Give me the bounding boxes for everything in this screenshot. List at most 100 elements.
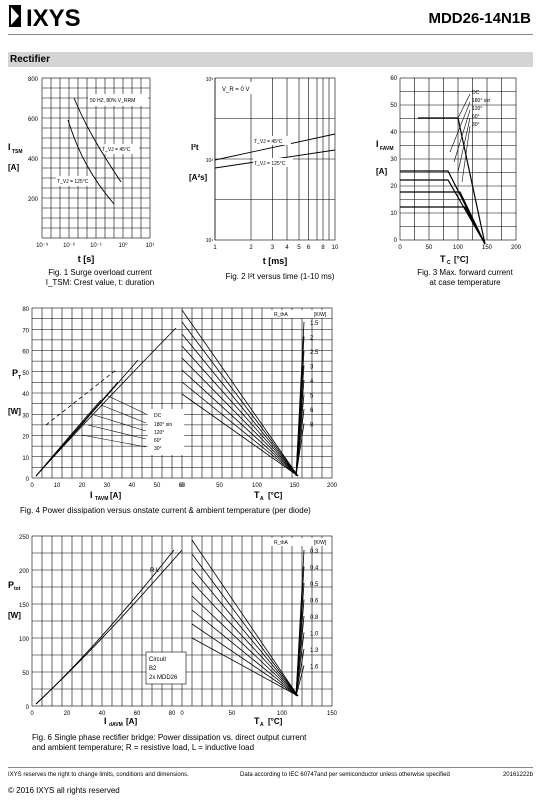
fig3-legend: 120° — [472, 106, 482, 112]
fig4-rth-line — [295, 423, 305, 477]
fig3-legend: DC — [472, 90, 480, 96]
fig6-rth-value: 0.8 — [310, 615, 319, 621]
fig4-rth-value: 6 — [310, 408, 314, 414]
fig1-annotation: T_VJ = 125°C — [57, 179, 89, 185]
fig1-ytick: 200 — [28, 197, 39, 203]
fig6-rth-line — [191, 595, 299, 697]
fig4-rth-lines — [181, 309, 305, 477]
fig1-curve-45 — [73, 97, 122, 183]
fig4-ytick: 70 — [22, 328, 29, 334]
fig4-yunit: [W] — [8, 407, 21, 416]
fig6-xtick: 150 — [327, 711, 338, 717]
fig6-x2sub: A — [260, 722, 264, 728]
fig3-legend: 60° — [472, 114, 480, 120]
fig4-ytick: 50 — [22, 371, 29, 377]
fig4-xtick: 100 — [252, 483, 263, 489]
fig6-rth-value: 0.4 — [310, 566, 319, 572]
fig4-x2unit: [°C] — [268, 491, 283, 500]
fig4-x1unit: [A] — [110, 491, 121, 500]
ixys-logo: IXYS — [9, 5, 81, 30]
fig3-xtick: 100 — [453, 245, 464, 251]
fig2-xtick: 5 — [297, 245, 301, 251]
fig2-xlabel: t [ms] — [263, 256, 288, 266]
fig3-xtick: 200 — [511, 245, 522, 251]
svg-text:IXYS: IXYS — [26, 5, 81, 30]
fig6-xtick: 0 — [30, 711, 34, 717]
fig6-xtick: 60 — [134, 711, 141, 717]
fig4-ytick: 40 — [22, 392, 29, 398]
fig6-rth-value: 0.3 — [310, 549, 319, 555]
fig6-rth-line — [191, 567, 299, 697]
fig6-rth-line — [191, 553, 299, 697]
fig4-ytick: 30 — [22, 413, 29, 419]
fig6-xtick: 0 — [180, 711, 184, 717]
fig1-xtick: 10⁻² — [63, 243, 75, 249]
fig4-rth-line — [181, 381, 299, 477]
fig4-ytick: 80 — [22, 307, 29, 313]
fig3-legend: 30° — [472, 122, 480, 128]
fig2-ytick: 10³ — [206, 77, 214, 83]
fig6-ytick: 200 — [19, 569, 30, 575]
fig6-x2label: T — [254, 716, 260, 726]
fig6-x1unit: [A] — [126, 717, 137, 726]
fig6-x1sub: dAVM — [109, 722, 123, 728]
fig3-xtick: 150 — [482, 245, 493, 251]
fig6-circuit: 2x MDD26 — [149, 675, 178, 681]
fig1-ytick: 600 — [28, 117, 39, 123]
fig1-caption: Fig. 1 Surge overload current I_TSM: Cres… — [45, 268, 155, 287]
fig4-power-curves — [35, 327, 177, 477]
fig4-ytick: 20 — [22, 435, 29, 441]
fig2-ylabel: I²t — [191, 143, 199, 152]
fig4-xtick: 60 — [179, 483, 186, 489]
fig6-rth-line — [191, 581, 299, 697]
fig6-rth-line — [295, 648, 305, 697]
fig2-xtick: 2 — [249, 245, 253, 251]
fig4-x1sub: TAVM — [95, 496, 108, 502]
fig3-curve-60 — [400, 191, 486, 245]
fig4-rth-value: 4 — [310, 379, 314, 385]
footer-disclaimer: IXYS reserves the right to change limits… — [8, 772, 189, 778]
fig1-chart: 800 600 400 200 10⁻³ 10⁻² 10⁻¹ 10⁰ 10¹ I… — [8, 77, 155, 264]
fig4-ytick: 10 — [22, 456, 29, 462]
fig6-rth-lines — [191, 539, 305, 697]
fig4-rth-value: 8 — [310, 423, 314, 429]
fig3-ytick: 10 — [390, 211, 397, 217]
fig1-ytick: 800 — [28, 77, 39, 83]
fig4-xtick: 200 — [327, 483, 338, 489]
fig2-annotation: T_VJ = 45°C — [254, 139, 283, 145]
fig1-xlabel: t [s] — [78, 254, 95, 264]
fig4-x2sub: A — [260, 496, 264, 502]
fig6-xtick: 20 — [64, 711, 71, 717]
fig4-rth-line — [181, 309, 299, 477]
fig3-caption: Fig. 3 Max. forward current at case tempe… — [417, 268, 513, 287]
fig6-x2unit: [°C] — [268, 717, 283, 726]
fig6-rth-value: 1.6 — [310, 665, 319, 671]
fig3-ysub: FAVM — [380, 146, 394, 152]
fig4-rth-value: 1.5 — [310, 321, 319, 327]
fig6-ytick: 250 — [19, 535, 30, 541]
fig6-x1label: I — [104, 716, 107, 726]
fig4-x1label: I — [90, 490, 93, 500]
footer-copyright: © 2016 IXYS all rights reserved — [8, 786, 120, 795]
fig2-ytick: 10² — [206, 158, 214, 164]
fig3-ytick: 20 — [390, 184, 397, 190]
fig4-legend: 180° sin — [154, 422, 172, 428]
fig1-xtick: 10¹ — [146, 243, 155, 249]
fig6-rth-line — [295, 632, 305, 697]
fig1-annotation: 50 HZ, 80% V_RRM — [90, 98, 135, 104]
fig4-rth-label: R_thA — [274, 312, 289, 318]
fig3-xlabel: T — [440, 254, 446, 264]
fig3-xunit: [°C] — [454, 255, 469, 264]
fig4-xtick: 10 — [54, 483, 61, 489]
fig4-rth-line — [181, 393, 299, 477]
fig2-xtick: 3 — [271, 245, 275, 251]
fig6-ytick: 150 — [19, 603, 30, 609]
fig3-ytick: 30 — [390, 157, 397, 163]
fig6-chart: 250 200 150 100 50 0 0 20 40 60 80 0 50 100 150 P tot… — [8, 535, 338, 728]
fig6-rth-line — [191, 623, 299, 697]
fig4-xtick: 0 — [30, 483, 34, 489]
section-title: Rectifier — [8, 52, 533, 67]
fig2-ytick: 10¹ — [206, 238, 214, 244]
fig4-legend: 120° — [154, 430, 164, 436]
